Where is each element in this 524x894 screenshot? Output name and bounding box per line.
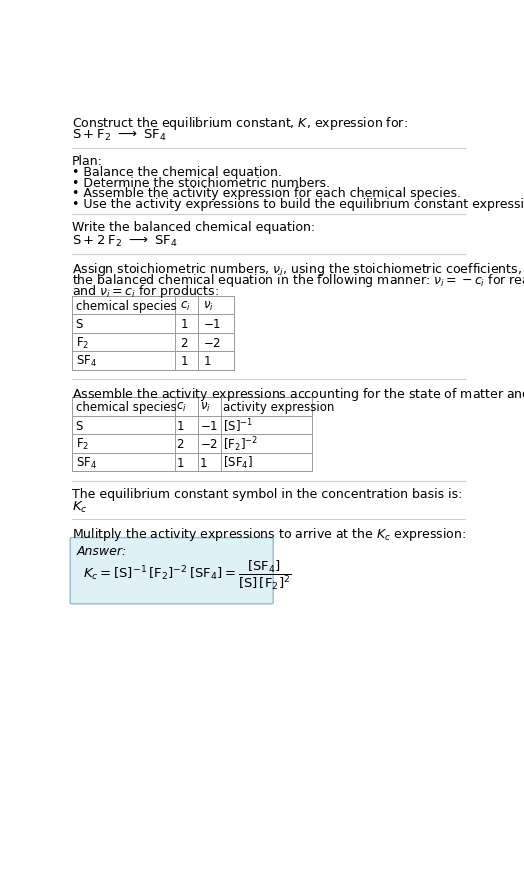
Text: 1: 1 — [180, 317, 188, 331]
Text: 1: 1 — [180, 355, 188, 367]
Text: $\mathrm{F_2}$: $\mathrm{F_2}$ — [75, 436, 89, 451]
Text: $\mathrm{S + F_2\ \longrightarrow\ SF_4}$: $\mathrm{S + F_2\ \longrightarrow\ SF_4}… — [72, 127, 167, 142]
Text: The equilibrium constant symbol in the concentration basis is:: The equilibrium constant symbol in the c… — [72, 487, 462, 501]
Text: chemical species: chemical species — [75, 401, 176, 414]
Text: $\mathrm{F_2}$: $\mathrm{F_2}$ — [75, 335, 89, 350]
Text: S: S — [75, 419, 83, 432]
Text: Plan:: Plan: — [72, 155, 103, 168]
Text: $[\mathrm{SF_4}]$: $[\mathrm{SF_4}]$ — [223, 454, 253, 470]
Text: 1: 1 — [203, 355, 211, 367]
Text: $\mathrm{S + 2\,F_2\ \longrightarrow\ SF_4}$: $\mathrm{S + 2\,F_2\ \longrightarrow\ SF… — [72, 233, 177, 249]
Text: $\nu_i$: $\nu_i$ — [203, 299, 214, 312]
Text: 2: 2 — [176, 438, 184, 451]
Text: $-1$: $-1$ — [200, 419, 218, 432]
Text: Answer:: Answer: — [77, 544, 127, 557]
Text: $\nu_i$: $\nu_i$ — [200, 401, 211, 414]
Text: 1: 1 — [200, 456, 207, 469]
Text: $[\mathrm{F_2}]^{-2}$: $[\mathrm{F_2}]^{-2}$ — [223, 434, 258, 453]
Text: S: S — [75, 317, 83, 331]
Text: $-2$: $-2$ — [200, 438, 218, 451]
Text: • Balance the chemical equation.: • Balance the chemical equation. — [72, 165, 281, 179]
Text: • Assemble the activity expression for each chemical species.: • Assemble the activity expression for e… — [72, 187, 461, 200]
Text: $K_c = [\mathrm{S}]^{-1}\,[\mathrm{F_2}]^{-2}\,[\mathrm{SF_4}] = \dfrac{[\mathrm: $K_c = [\mathrm{S}]^{-1}\,[\mathrm{F_2}]… — [83, 558, 291, 592]
Text: 2: 2 — [180, 336, 188, 350]
Text: $K_c$: $K_c$ — [72, 500, 88, 515]
Text: • Use the activity expressions to build the equilibrium constant expression.: • Use the activity expressions to build … — [72, 198, 524, 211]
Text: Mulitply the activity expressions to arrive at the $K_c$ expression:: Mulitply the activity expressions to arr… — [72, 526, 466, 543]
Text: chemical species: chemical species — [75, 299, 176, 312]
Text: $-1$: $-1$ — [203, 317, 222, 331]
Text: $[\mathrm{S}]^{-1}$: $[\mathrm{S}]^{-1}$ — [223, 417, 253, 434]
Text: activity expression: activity expression — [223, 401, 334, 414]
Text: 1: 1 — [176, 419, 184, 432]
Text: $c_i$: $c_i$ — [176, 401, 187, 414]
Text: $-2$: $-2$ — [203, 336, 222, 350]
Text: Assign stoichiometric numbers, $\nu_i$, using the stoichiometric coefficients, $: Assign stoichiometric numbers, $\nu_i$, … — [72, 261, 524, 278]
Text: 1: 1 — [176, 456, 184, 469]
Text: $\mathrm{SF_4}$: $\mathrm{SF_4}$ — [75, 353, 97, 368]
Text: Write the balanced chemical equation:: Write the balanced chemical equation: — [72, 221, 315, 234]
FancyBboxPatch shape — [70, 538, 273, 604]
Text: and $\nu_i = c_i$ for products:: and $\nu_i = c_i$ for products: — [72, 283, 219, 299]
Text: $\mathrm{SF_4}$: $\mathrm{SF_4}$ — [75, 455, 97, 470]
Text: Assemble the activity expressions accounting for the state of matter and $\nu_i$: Assemble the activity expressions accoun… — [72, 385, 524, 402]
Text: $c_i$: $c_i$ — [180, 299, 191, 312]
Text: the balanced chemical equation in the following manner: $\nu_i = -c_i$ for react: the balanced chemical equation in the fo… — [72, 272, 524, 289]
Text: • Determine the stoichiometric numbers.: • Determine the stoichiometric numbers. — [72, 176, 330, 190]
Text: Construct the equilibrium constant, $K$, expression for:: Construct the equilibrium constant, $K$,… — [72, 115, 408, 132]
